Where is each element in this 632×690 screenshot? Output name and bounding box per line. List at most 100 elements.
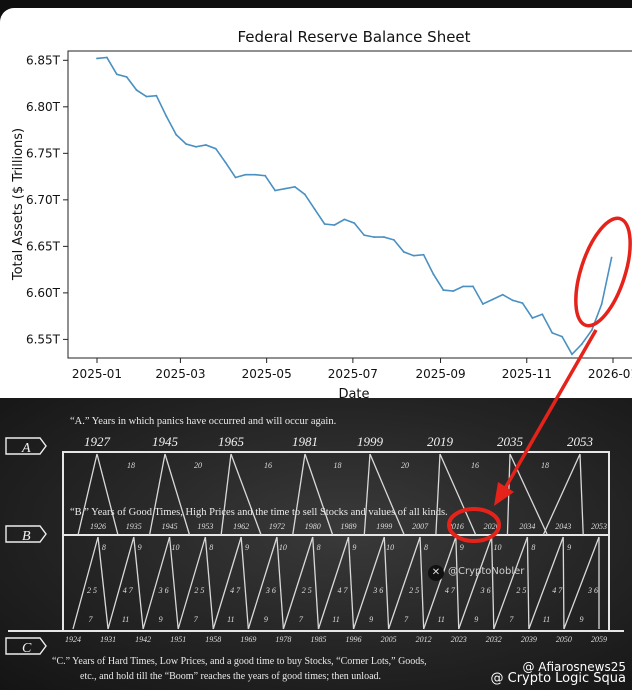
data-point (96, 57, 98, 60)
b-upper-gap: 9 (352, 543, 356, 552)
b-mid-pair: 2 5 (516, 586, 526, 595)
data-point (115, 73, 118, 76)
data-point (412, 254, 415, 257)
c-gap: 7 (194, 615, 199, 624)
data-point (442, 289, 445, 291)
y-axis-label: Total Assets ($ Trillions) (11, 128, 26, 281)
c-gap: 11 (543, 615, 550, 624)
good-year: 2007 (412, 522, 429, 531)
c-gap: 9 (579, 615, 583, 624)
data-point (600, 303, 603, 305)
b-upper-gap: 10 (386, 543, 394, 552)
b-mid-pair-row: 2 5 4 7 3 6 2 5 4 7 3 6 2 5 4 7 3 6 2 5 4 7 3 6 2 5 4… (87, 586, 598, 595)
zigzag-line (352, 536, 385, 630)
panic-year: 1981 (292, 434, 318, 449)
hard-year: 1978 (275, 635, 291, 644)
b-mid-pair: 3 6 (480, 586, 491, 595)
hard-year: 1942 (135, 635, 151, 644)
panic-gap-row: 18 20 16 18 20 16 18 (127, 461, 549, 470)
good-year: 1945 (162, 522, 178, 531)
zigzag-line (282, 536, 314, 630)
data-point (531, 317, 534, 319)
panic-gap: 18 (127, 461, 135, 470)
c-gap: 9 (264, 615, 268, 624)
pointer-a: A (5, 437, 47, 456)
zigzag-line (230, 453, 262, 536)
label-a: A (21, 441, 31, 456)
data-point (254, 173, 257, 176)
good-year: 2034 (519, 522, 535, 531)
data-point (610, 256, 613, 259)
panic-gap: 18 (541, 461, 549, 470)
x-tick-label: 2025-03 (155, 367, 205, 381)
zigzag-line (96, 453, 119, 536)
caption-c-line2: etc., and hold till the “Boom” reaches t… (80, 671, 381, 682)
x-tick-label: 2025-05 (242, 367, 292, 381)
b-upper-gap: 8 (209, 543, 213, 552)
hard-year: 1969 (240, 635, 256, 644)
b-upper-gap: 8 (102, 543, 106, 552)
hard-year: 1996 (346, 635, 362, 644)
zigzag-line (347, 536, 355, 630)
data-point (333, 224, 336, 226)
zigzag-line (423, 536, 457, 630)
zigzag-line (419, 536, 425, 630)
data-point (590, 329, 593, 331)
data-point (343, 218, 346, 221)
b-upper-gap: 9 (138, 543, 142, 552)
data-point (323, 223, 326, 225)
data-point (195, 145, 197, 148)
hard-year: 2023 (451, 635, 467, 644)
x-axis-label: Date (338, 387, 369, 400)
hard-year: 1951 (170, 635, 186, 644)
zigzag-line (455, 536, 460, 630)
zigzag-line (526, 536, 530, 630)
zigzag-line (276, 536, 285, 630)
good-year: 2043 (555, 522, 571, 531)
watermark: @ Afiarosnews25 @ Crypto Logic Squa (466, 660, 626, 688)
data-point (145, 95, 148, 98)
data-point (264, 174, 267, 177)
data-point (303, 193, 306, 196)
watermark-line-1: @ Afiarosnews25 (522, 660, 626, 674)
panic-year-row: 1927 1945 1965 1981 1999 2019 2035 2053 (84, 434, 594, 449)
b-mid-pair: 2 5 (409, 586, 419, 595)
panic-year: 1945 (152, 434, 179, 449)
zigzag-line (579, 453, 584, 536)
zigzag-line (148, 453, 166, 536)
plot-frame (67, 50, 632, 359)
c-gap: 9 (474, 615, 478, 624)
panic-year: 2053 (567, 434, 594, 449)
zigzag-line (72, 536, 99, 630)
zigzag-line (528, 536, 564, 630)
good-year: 1989 (341, 522, 357, 531)
data-point (353, 222, 356, 225)
watermark-line-2: @ Crypto Logic Squa (490, 671, 626, 686)
b-mid-pair: 4 7 (445, 586, 456, 595)
market-cycle-chart: “A.” Years in which panics have occurred… (0, 398, 632, 690)
chart-title: Federal Reserve Balance Sheet (237, 28, 470, 46)
zigzag-line (490, 536, 495, 630)
zigzag-line (77, 453, 98, 536)
b-mid-pair: 2 5 (302, 586, 312, 595)
good-year: 2016 (448, 522, 464, 531)
x-tick-label: 2026-01 (588, 367, 632, 381)
b-mid-pair: 3 6 (158, 586, 169, 595)
c-gap: 11 (227, 615, 234, 624)
y-tick-label: 6.80T (26, 100, 61, 114)
zigzag-line (292, 453, 306, 536)
y-axis: 6.55T 6.60T 6.65T 6.70T 6.75T 6.80T 6.85T (26, 53, 68, 346)
data-point (491, 298, 494, 301)
pointer-c: C (5, 637, 47, 656)
label-c: C (22, 641, 32, 656)
hard-year-row: 1924 1931 1942 1951 1958 1969 1978 1985 1996 2005… (65, 635, 607, 644)
data-point (234, 176, 237, 179)
good-year: 1926 (90, 522, 106, 531)
data-point (452, 290, 455, 292)
data-point (105, 56, 108, 59)
b-upper-gap: 9 (567, 543, 571, 552)
x-tick-label: 2025-09 (415, 367, 465, 381)
data-point (313, 208, 316, 211)
b-upper-gap: 10 (171, 543, 179, 552)
